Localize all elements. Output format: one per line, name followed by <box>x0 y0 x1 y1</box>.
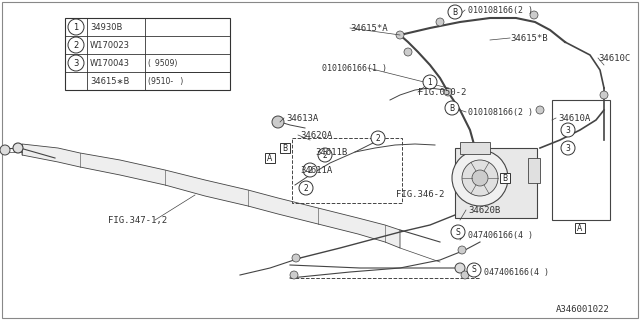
Text: 2: 2 <box>323 150 328 159</box>
Circle shape <box>396 31 404 39</box>
Circle shape <box>561 123 575 137</box>
Text: FIG.050-2: FIG.050-2 <box>418 87 467 97</box>
Bar <box>460 142 490 154</box>
Circle shape <box>318 148 332 162</box>
Text: W170023: W170023 <box>90 41 130 50</box>
Circle shape <box>600 91 608 99</box>
Circle shape <box>290 271 298 279</box>
Circle shape <box>371 131 385 145</box>
Text: S: S <box>456 228 460 236</box>
Circle shape <box>536 106 544 114</box>
Bar <box>292 138 402 203</box>
Text: 34610C: 34610C <box>598 53 630 62</box>
Circle shape <box>299 181 313 195</box>
Text: 34613A: 34613A <box>286 114 318 123</box>
Circle shape <box>423 75 437 89</box>
Text: 34620B: 34620B <box>468 205 500 214</box>
Text: 010106166(1 ): 010106166(1 ) <box>322 63 387 73</box>
Text: 010108166(2 ): 010108166(2 ) <box>468 5 533 14</box>
Text: (9510-   ): (9510- ) <box>148 76 183 85</box>
Circle shape <box>272 116 284 128</box>
Text: A: A <box>268 154 273 163</box>
Circle shape <box>13 143 23 153</box>
Text: S: S <box>472 266 476 275</box>
Text: 3: 3 <box>566 143 570 153</box>
Text: 010108166(2 ): 010108166(2 ) <box>468 108 533 116</box>
Bar <box>280 143 290 153</box>
Circle shape <box>0 145 10 155</box>
Text: B: B <box>452 7 458 17</box>
Polygon shape <box>22 144 400 248</box>
Circle shape <box>292 254 300 262</box>
Bar <box>65 18 230 90</box>
Text: (  9509): ( 9509) <box>148 59 177 68</box>
Circle shape <box>445 101 459 115</box>
Bar <box>500 173 510 183</box>
Circle shape <box>451 225 465 239</box>
Text: A346001022: A346001022 <box>556 306 610 315</box>
Text: 2: 2 <box>303 183 308 193</box>
Text: 34615∗B: 34615∗B <box>90 76 129 85</box>
Circle shape <box>444 88 452 96</box>
Circle shape <box>303 163 317 177</box>
Circle shape <box>461 271 469 279</box>
Text: 3: 3 <box>566 125 570 134</box>
Text: B: B <box>449 103 454 113</box>
Text: 2: 2 <box>308 165 312 174</box>
Circle shape <box>472 170 488 186</box>
Circle shape <box>467 263 481 277</box>
Bar <box>552 100 610 220</box>
Circle shape <box>561 141 575 155</box>
Text: 34610A: 34610A <box>558 114 590 123</box>
Bar <box>455 148 537 218</box>
Circle shape <box>530 11 538 19</box>
Text: FIG.346-2: FIG.346-2 <box>396 189 444 198</box>
Text: B: B <box>282 143 287 153</box>
Bar <box>265 153 275 163</box>
Bar <box>528 158 540 183</box>
Circle shape <box>458 246 466 254</box>
Circle shape <box>448 5 462 19</box>
Text: 34615*A: 34615*A <box>350 23 388 33</box>
Circle shape <box>452 150 508 206</box>
Bar <box>575 223 585 233</box>
Text: 34615*B: 34615*B <box>510 34 548 43</box>
Circle shape <box>68 37 84 53</box>
Text: 34620A: 34620A <box>300 131 332 140</box>
Text: B: B <box>502 173 508 182</box>
Text: W170043: W170043 <box>90 59 130 68</box>
Circle shape <box>68 55 84 71</box>
Circle shape <box>455 263 465 273</box>
Text: 2: 2 <box>376 133 380 142</box>
Text: 34930B: 34930B <box>90 22 122 31</box>
Text: 2: 2 <box>74 41 79 50</box>
Circle shape <box>462 160 498 196</box>
Text: 34611B: 34611B <box>315 148 348 156</box>
Text: 047406166(4 ): 047406166(4 ) <box>468 230 533 239</box>
Circle shape <box>404 48 412 56</box>
Text: 34611A: 34611A <box>300 165 332 174</box>
Text: FIG.347-1,2: FIG.347-1,2 <box>108 215 167 225</box>
Circle shape <box>68 19 84 35</box>
Text: 1: 1 <box>74 22 79 31</box>
Text: 1: 1 <box>428 77 433 86</box>
Text: 047406166(4 ): 047406166(4 ) <box>484 268 549 276</box>
Text: A: A <box>577 223 582 233</box>
Text: 3: 3 <box>74 59 79 68</box>
Circle shape <box>436 18 444 26</box>
